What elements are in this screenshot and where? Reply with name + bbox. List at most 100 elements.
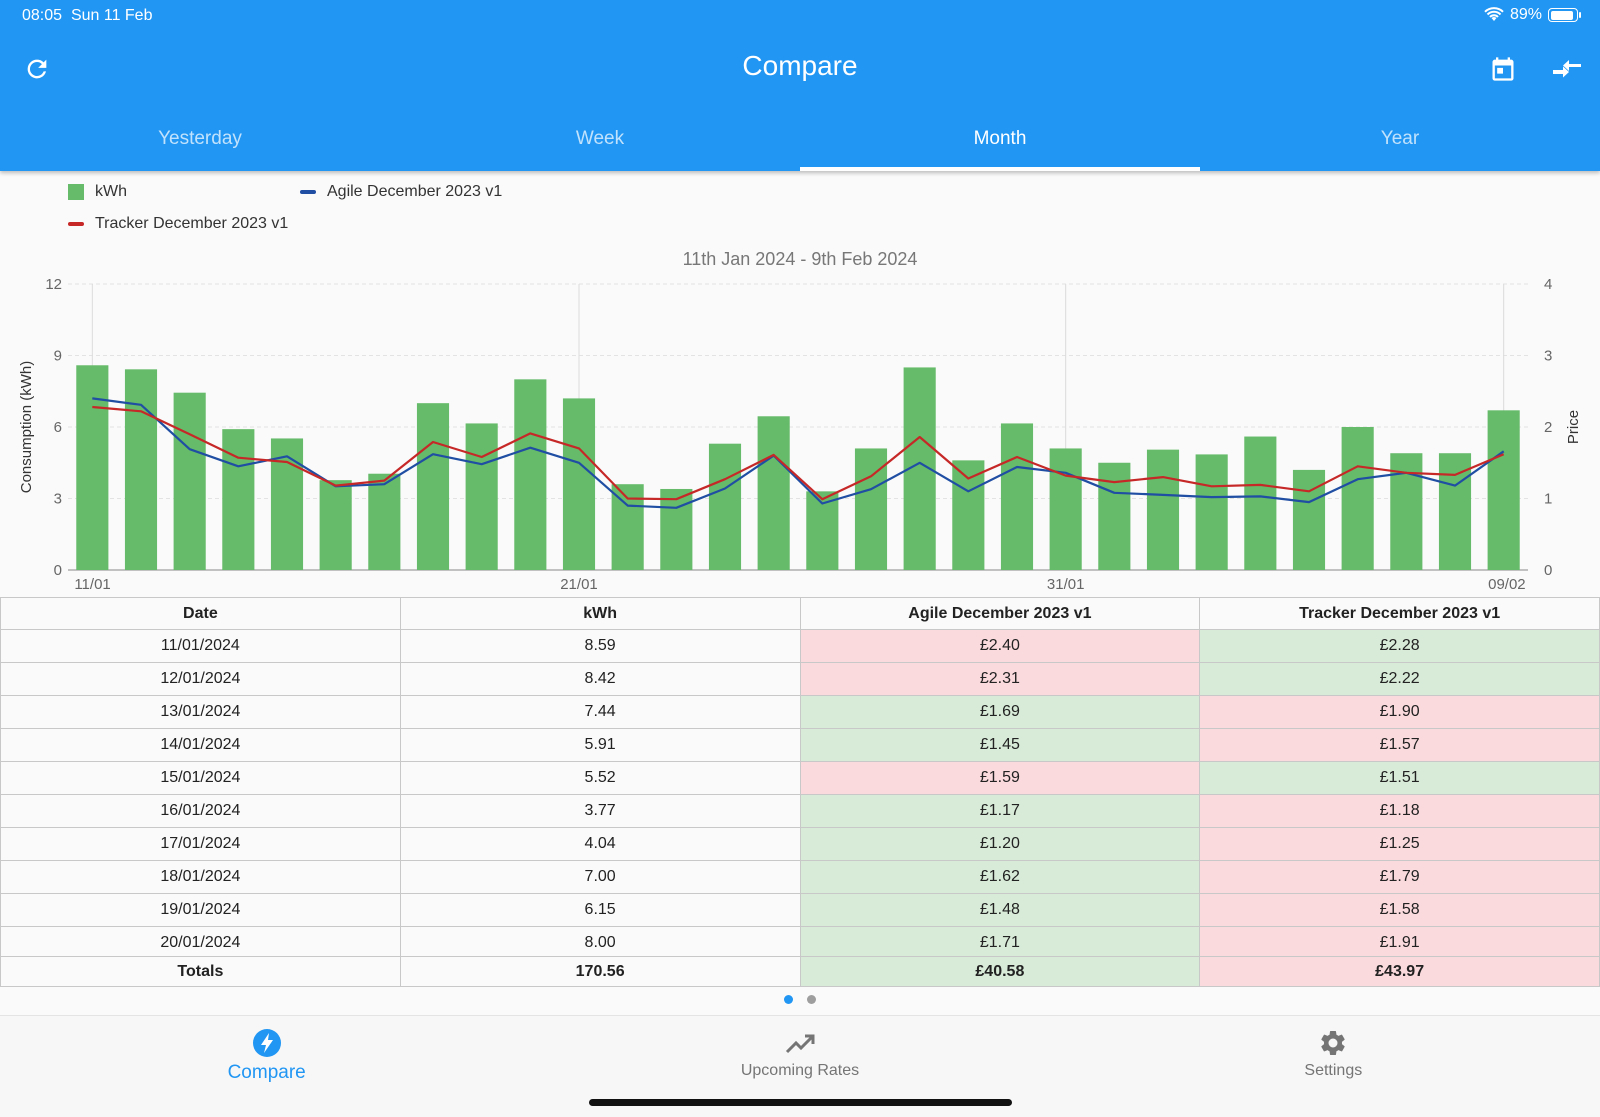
cell-agile: £1.45	[800, 729, 1201, 761]
bar	[1195, 454, 1228, 570]
bar	[465, 423, 498, 570]
nav-settings[interactable]: Settings	[1067, 1016, 1600, 1117]
status-time: 08:05 Sun 11 Feb	[22, 7, 152, 25]
bar	[708, 443, 742, 570]
header-agile: Agile December 2023 v1	[801, 598, 1201, 629]
bar	[416, 403, 450, 570]
table-body[interactable]: 11/01/2024 8.59 £2.40 £2.28 12/01/2024 8.42 £2…	[0, 630, 1600, 956]
cell-tracker: £1.25	[1200, 828, 1600, 860]
cell-kwh: 5.91	[401, 729, 801, 761]
totals-agile: £40.58	[800, 957, 1201, 986]
y2-tick-label: 2	[1544, 419, 1552, 436]
app-bar: 08:05 Sun 11 Feb 89% Compare Yesterd	[0, 0, 1600, 171]
bar	[1098, 462, 1131, 570]
totals-row: Totals 170.56 £40.58 £43.97	[0, 956, 1600, 987]
bar	[124, 369, 158, 570]
bar	[562, 398, 596, 570]
cell-tracker: £1.57	[1200, 729, 1600, 761]
table-row: 20/01/2024 8.00 £1.71 £1.91	[0, 927, 1600, 956]
cell-agile: £2.31	[800, 663, 1201, 695]
cell-date: 19/01/2024	[0, 894, 401, 926]
clock-time: 08:05	[22, 7, 63, 24]
page-title: Compare	[742, 50, 858, 81]
cell-tracker: £1.90	[1200, 696, 1600, 728]
x-tick-label: 31/01	[1047, 576, 1085, 593]
wifi-icon	[1484, 7, 1504, 21]
status-bar: 08:05 Sun 11 Feb 89%	[0, 0, 1600, 32]
page-dot-2[interactable]	[807, 995, 816, 1004]
cell-kwh: 8.00	[401, 927, 801, 956]
table-row: 14/01/2024 5.91 £1.45 £1.57	[0, 729, 1600, 762]
clock-date: Sun 11 Feb	[70, 7, 153, 24]
legend-swatch-agile	[300, 190, 316, 194]
table-row: 18/01/2024 7.00 £1.62 £1.79	[0, 861, 1600, 894]
totals-label: Totals	[0, 957, 401, 986]
nav-upcoming-rates-label: Upcoming Rates	[740, 1062, 860, 1079]
cell-tracker: £1.18	[1200, 795, 1600, 827]
tab-week[interactable]: Week	[575, 128, 625, 149]
cell-tracker: £1.91	[1200, 927, 1600, 956]
cell-tracker: £2.28	[1200, 630, 1600, 662]
table-row: 11/01/2024 8.59 £2.40 £2.28	[0, 630, 1600, 663]
y-tick-label: 0	[54, 562, 62, 579]
cell-kwh: 8.59	[401, 630, 801, 662]
nav-compare[interactable]: Compare	[0, 1016, 533, 1117]
nav-settings-label: Settings	[1304, 1062, 1363, 1079]
battery-fill	[1550, 10, 1573, 20]
table-row: 12/01/2024 8.42 £2.31 £2.22	[0, 663, 1600, 696]
cell-date: 20/01/2024	[0, 927, 401, 956]
totals-kwh: 170.56	[401, 957, 801, 986]
bar	[173, 392, 206, 570]
page-dot-1[interactable]	[784, 995, 793, 1004]
cell-agile: £1.71	[800, 927, 1201, 956]
cell-agile: £1.69	[800, 696, 1201, 728]
tracker-line	[92, 405, 1505, 501]
cell-kwh: 5.52	[401, 762, 801, 794]
cell-agile: £1.17	[800, 795, 1201, 827]
header-kwh: kWh	[401, 598, 801, 629]
bar	[660, 488, 693, 570]
bolt-icon	[252, 1029, 281, 1057]
bar	[1000, 423, 1034, 570]
cell-date: 18/01/2024	[0, 861, 401, 893]
cell-agile: £1.20	[800, 828, 1201, 860]
cell-tracker: £2.22	[1200, 663, 1600, 695]
tab-year[interactable]: Year	[1380, 128, 1420, 149]
x-tick-label: 21/01	[560, 576, 598, 593]
comparison-table: Date kWh Agile December 2023 v1 Tracker …	[0, 597, 1600, 987]
cell-kwh: 7.00	[401, 861, 801, 893]
table-header-row: Date kWh Agile December 2023 v1 Tracker …	[0, 597, 1600, 630]
cell-date: 17/01/2024	[0, 828, 401, 860]
nav-upcoming-rates[interactable]: Upcoming Rates	[533, 1016, 1066, 1117]
page-indicator	[0, 995, 1600, 1004]
trending-up-icon	[785, 1034, 815, 1054]
bar	[1146, 449, 1180, 570]
home-indicator	[589, 1099, 1012, 1106]
swap-button[interactable]	[1550, 52, 1584, 86]
y2-tick-label: 4	[1544, 276, 1552, 293]
y2-tick-label: 0	[1544, 562, 1552, 579]
swap-icon	[1553, 60, 1581, 78]
y2-tick-label: 3	[1544, 348, 1552, 365]
table-row: 13/01/2024 7.44 £1.69 £1.90	[0, 696, 1600, 729]
cell-kwh: 4.04	[401, 828, 801, 860]
calendar-button[interactable]	[1486, 52, 1520, 86]
cell-kwh: 3.77	[401, 795, 801, 827]
legend-item-tracker: Tracker December 2023 v1	[68, 215, 288, 233]
tab-month[interactable]: Month	[800, 116, 1200, 171]
cell-agile: £2.40	[800, 630, 1201, 662]
y-tick-label: 12	[45, 276, 62, 293]
cell-tracker: £1.51	[1200, 762, 1600, 794]
status-right: 89%	[1484, 6, 1581, 24]
cell-date: 12/01/2024	[0, 663, 401, 695]
y-axis-label: Consumption (kWh)	[18, 361, 35, 494]
bar	[319, 480, 352, 570]
cell-tracker: £1.79	[1200, 861, 1600, 893]
chart-title: 11th Jan 2024 - 9th Feb 2024	[683, 249, 918, 269]
table-row: 19/01/2024 6.15 £1.48 £1.58	[0, 894, 1600, 927]
gear-icon	[1321, 1031, 1345, 1055]
consumption-chart: 11th Jan 2024 - 9th Feb 2024036912012341…	[18, 249, 1582, 593]
legend-label-agile: Agile December 2023 v1	[327, 183, 503, 200]
legend-swatch-kwh	[68, 184, 84, 200]
tab-yesterday[interactable]: Yesterday	[158, 128, 242, 149]
